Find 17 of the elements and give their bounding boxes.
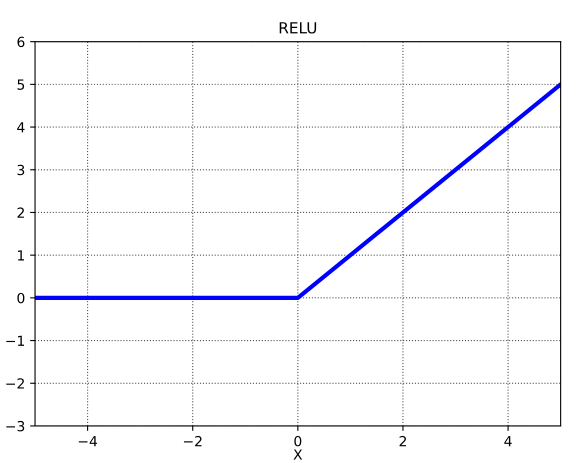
y-tick-label: −1 — [6, 336, 24, 346]
x-tick-label: 0 — [294, 436, 302, 446]
x-tick-label: −4 — [78, 436, 98, 446]
y-tick-label: −3 — [6, 420, 24, 432]
x-axis-title: X — [294, 450, 302, 460]
chart-title: RELU — [280, 22, 316, 34]
y-tick-label: 3 — [18, 164, 24, 176]
x-tick-label: 2 — [400, 436, 406, 446]
y-tick-label: 1 — [18, 250, 24, 260]
y-tick-label: 5 — [18, 80, 24, 90]
y-tick-label: 6 — [17, 36, 24, 48]
y-tick-label: 2 — [18, 207, 24, 218]
x-tick-label: −2 — [184, 436, 202, 446]
y-tick-label: 0 — [17, 292, 24, 304]
x-tick-label: 4 — [504, 436, 512, 446]
y-tick-label: 4 — [17, 122, 25, 132]
y-tick-label: −2 — [6, 378, 24, 389]
